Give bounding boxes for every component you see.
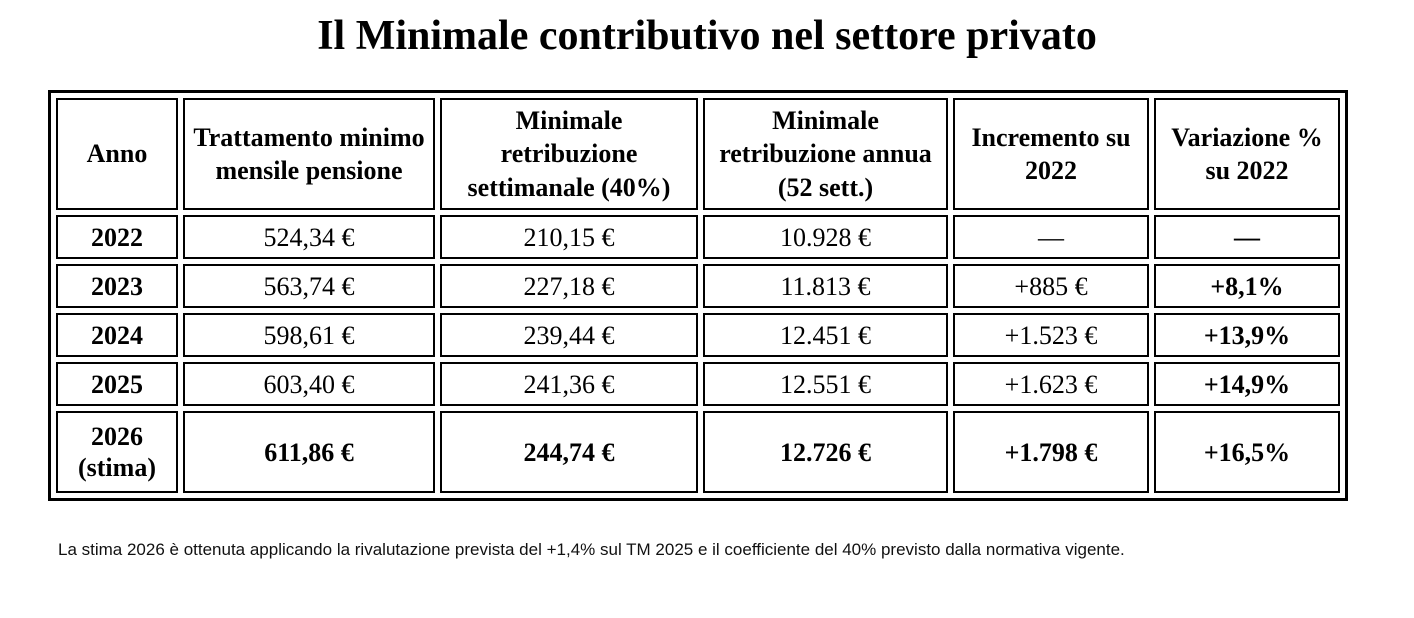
cell-minimale-settimanale: 210,15 € [440, 215, 698, 260]
cell-incremento: +1.623 € [953, 362, 1149, 407]
cell-variazione: +8,1% [1154, 264, 1340, 309]
cell-minimale-annua: 11.813 € [703, 264, 948, 309]
contribution-minimum-table: Anno Trattamento minimo mensile pensione… [48, 90, 1348, 502]
cell-minimale-annua: 12.451 € [703, 313, 948, 358]
cell-incremento: — [953, 215, 1149, 260]
cell-anno: 2026 (stima) [56, 411, 178, 494]
column-header-variazione: Variazione % su 2022 [1154, 98, 1340, 211]
cell-minimale-settimanale: 239,44 € [440, 313, 698, 358]
cell-minimale-annua: 12.726 € [703, 411, 948, 494]
column-header-minimale-annua: Minimale retribuzione annua (52 sett.) [703, 98, 948, 211]
cell-anno: 2025 [56, 362, 178, 407]
table-header: Anno Trattamento minimo mensile pensione… [56, 98, 1340, 211]
cell-anno: 2022 [56, 215, 178, 260]
table-row-2025: 2025 603,40 € 241,36 € 12.551 € +1.623 €… [56, 362, 1340, 407]
cell-incremento: +1.798 € [953, 411, 1149, 494]
column-header-minimale-settimanale: Minimale retribuzione settimanale (40%) [440, 98, 698, 211]
cell-anno: 2023 [56, 264, 178, 309]
cell-variazione: — [1154, 215, 1340, 260]
cell-variazione: +13,9% [1154, 313, 1340, 358]
cell-trattamento-minimo: 611,86 € [183, 411, 435, 494]
page-title: Il Minimale contributivo nel settore pri… [317, 13, 1097, 59]
cell-variazione: +14,9% [1154, 362, 1340, 407]
cell-minimale-settimanale: 244,74 € [440, 411, 698, 494]
cell-anno: 2024 [56, 313, 178, 358]
table-row-2024: 2024 598,61 € 239,44 € 12.451 € +1.523 €… [56, 313, 1340, 358]
cell-trattamento-minimo: 603,40 € [183, 362, 435, 407]
cell-minimale-settimanale: 241,36 € [440, 362, 698, 407]
footnote: La stima 2026 è ottenuta applicando la r… [58, 540, 1125, 560]
cell-minimale-settimanale: 227,18 € [440, 264, 698, 309]
cell-incremento: +885 € [953, 264, 1149, 309]
cell-minimale-annua: 12.551 € [703, 362, 948, 407]
column-header-incremento: Incremento su 2022 [953, 98, 1149, 211]
cell-trattamento-minimo: 524,34 € [183, 215, 435, 260]
table-row-2026-stima: 2026 (stima) 611,86 € 244,74 € 12.726 € … [56, 411, 1340, 494]
cell-trattamento-minimo: 563,74 € [183, 264, 435, 309]
header-row: Anno Trattamento minimo mensile pensione… [56, 98, 1340, 211]
column-header-anno: Anno [56, 98, 178, 211]
table-row-2022: 2022 524,34 € 210,15 € 10.928 € — — [56, 215, 1340, 260]
cell-minimale-annua: 10.928 € [703, 215, 948, 260]
cell-variazione: +16,5% [1154, 411, 1340, 494]
table-row-2023: 2023 563,74 € 227,18 € 11.813 € +885 € +… [56, 264, 1340, 309]
cell-incremento: +1.523 € [953, 313, 1149, 358]
cell-trattamento-minimo: 598,61 € [183, 313, 435, 358]
table-body: 2022 524,34 € 210,15 € 10.928 € — — 2023… [56, 215, 1340, 494]
column-header-trattamento-minimo: Trattamento minimo mensile pensione [183, 98, 435, 211]
